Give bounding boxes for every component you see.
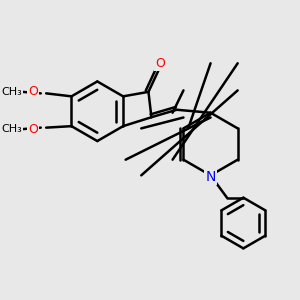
Text: O: O xyxy=(28,123,38,136)
Text: O: O xyxy=(155,57,165,70)
Text: CH₃: CH₃ xyxy=(2,124,22,134)
Text: O: O xyxy=(28,85,38,98)
Text: CH₃: CH₃ xyxy=(2,87,22,97)
Text: N: N xyxy=(206,170,216,184)
